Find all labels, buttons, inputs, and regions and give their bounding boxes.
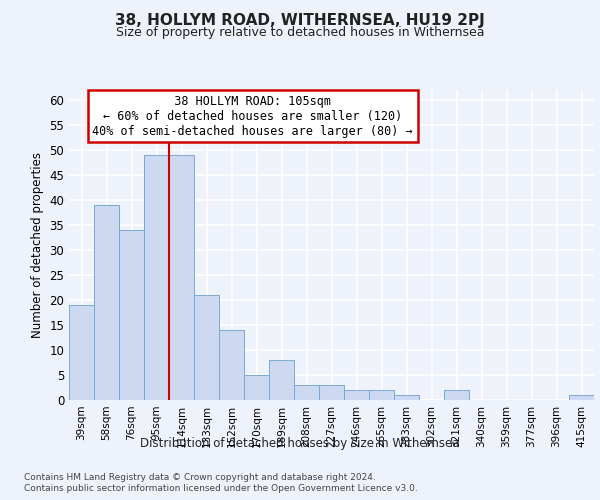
Bar <box>244 375 269 400</box>
Text: Contains public sector information licensed under the Open Government Licence v3: Contains public sector information licen… <box>24 484 418 493</box>
Bar <box>344 390 369 400</box>
Text: Contains HM Land Registry data © Crown copyright and database right 2024.: Contains HM Land Registry data © Crown c… <box>24 472 376 482</box>
Bar <box>119 230 144 400</box>
Bar <box>144 155 169 400</box>
Bar <box>569 395 594 400</box>
Bar <box>169 155 194 400</box>
Bar <box>294 385 319 400</box>
Text: Distribution of detached houses by size in Withernsea: Distribution of detached houses by size … <box>140 438 460 450</box>
Y-axis label: Number of detached properties: Number of detached properties <box>31 152 44 338</box>
Text: Size of property relative to detached houses in Withernsea: Size of property relative to detached ho… <box>116 26 484 39</box>
Bar <box>194 295 219 400</box>
Bar <box>94 205 119 400</box>
Bar <box>444 390 469 400</box>
Text: 38 HOLLYM ROAD: 105sqm  
← 60% of detached houses are smaller (120)
40% of semi-: 38 HOLLYM ROAD: 105sqm ← 60% of detached… <box>92 94 413 138</box>
Bar <box>269 360 294 400</box>
Bar <box>394 395 419 400</box>
Bar <box>69 305 94 400</box>
Bar <box>219 330 244 400</box>
Text: 38, HOLLYM ROAD, WITHERNSEA, HU19 2PJ: 38, HOLLYM ROAD, WITHERNSEA, HU19 2PJ <box>115 12 485 28</box>
Bar <box>319 385 344 400</box>
Bar <box>369 390 394 400</box>
